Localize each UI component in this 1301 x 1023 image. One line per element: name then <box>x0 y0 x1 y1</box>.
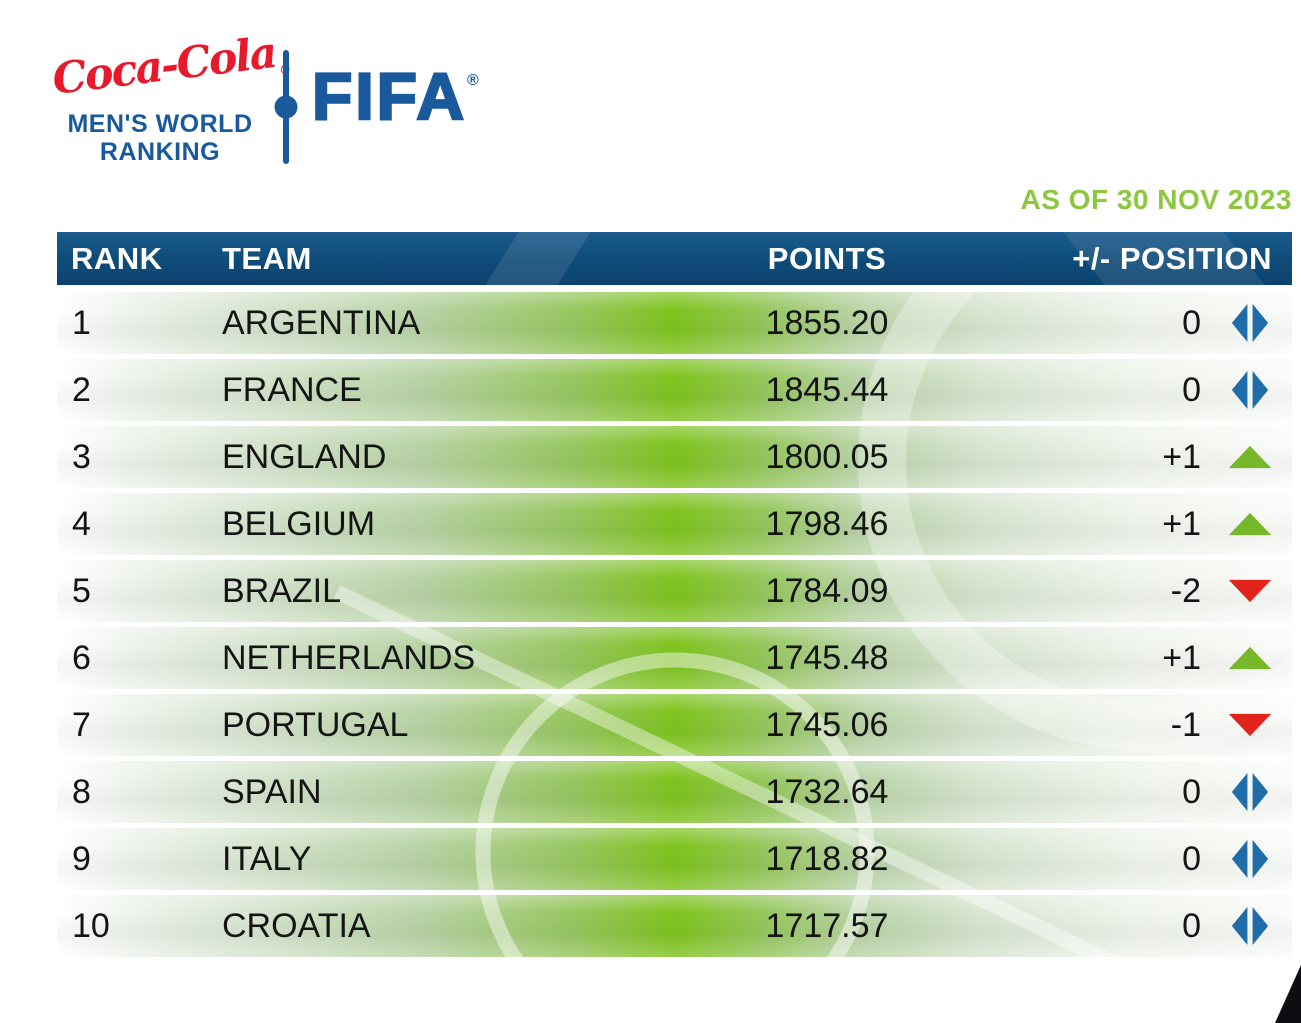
table-row: 7 PORTUGAL 1745.06 -1 <box>57 694 1292 756</box>
rank-value: 3 <box>72 438 91 476</box>
no-change-icon <box>1207 368 1292 412</box>
table-header: RANK TEAM POINTS +/- POSITION <box>57 232 1292 285</box>
team-name: CROATIA <box>222 907 371 945</box>
rank-value: 1 <box>72 304 91 342</box>
no-change-icon <box>1207 837 1292 881</box>
rank-up-icon <box>1207 445 1292 469</box>
points-value: 1855.20 <box>765 304 889 342</box>
table-row: 1 ARGENTINA 1855.20 0 <box>57 292 1292 354</box>
points-value: 1798.46 <box>765 505 889 543</box>
table-body: 1 ARGENTINA 1855.20 0 2 FRANCE 1845.44 0 3 ENGLAN… <box>57 292 1292 1017</box>
points-value: 1784.09 <box>765 572 889 610</box>
ranking-table: RANK TEAM POINTS +/- POSITION 1 ARGENTINA… <box>57 232 1292 1017</box>
table-row: 4 BELGIUM 1798.46 +1 <box>57 493 1292 555</box>
corner-decoration <box>1275 965 1301 1023</box>
points-value: 1745.06 <box>765 706 889 744</box>
ranking-subtitle: MEN'S WORLD RANKING <box>52 110 268 166</box>
table-row: 2 FRANCE 1845.44 0 <box>57 359 1292 421</box>
team-name: ENGLAND <box>222 438 387 476</box>
position-change-value: -2 <box>1170 572 1201 610</box>
position-change-value: 0 <box>1182 907 1201 945</box>
registered-mark: ® <box>467 72 479 89</box>
points-value: 1800.05 <box>765 438 889 476</box>
team-name: BELGIUM <box>222 505 376 543</box>
position-change-value: 0 <box>1182 840 1201 878</box>
rank-value: 6 <box>72 639 91 677</box>
logo-divider-icon <box>274 50 298 164</box>
subtitle-line-1: MEN'S WORLD <box>67 110 253 138</box>
coca-cola-logo: Coca-Cola® <box>50 28 292 105</box>
team-name: PORTUGAL <box>222 706 409 744</box>
subtitle-line-2: RANKING <box>99 138 221 166</box>
fifa-wordmark: FIFA <box>311 58 467 135</box>
team-name: ITALY <box>222 840 312 878</box>
rank-value: 7 <box>72 706 91 744</box>
points-value: 1732.64 <box>765 773 889 811</box>
table-row: 9 ITALY 1718.82 0 <box>57 828 1292 890</box>
position-change-value: 0 <box>1182 304 1201 342</box>
table-row: 10 CROATIA 1717.57 0 <box>57 895 1292 957</box>
table-row: 5 BRAZIL 1784.09 -2 <box>57 560 1292 622</box>
rank-value: 8 <box>72 773 91 811</box>
header-position: +/- POSITION <box>1072 240 1272 276</box>
points-value: 1717.57 <box>765 907 889 945</box>
rank-up-icon <box>1207 512 1292 536</box>
team-name: NETHERLANDS <box>222 639 476 677</box>
points-value: 1718.82 <box>765 840 889 878</box>
position-change-value: 0 <box>1182 773 1201 811</box>
header-team: TEAM <box>222 240 312 276</box>
rank-down-icon <box>1207 579 1292 603</box>
divider-dot-icon <box>274 95 298 119</box>
position-change-value: 0 <box>1182 371 1201 409</box>
rank-up-icon <box>1207 646 1292 670</box>
fifa-logo: FIFA® <box>311 58 479 135</box>
table-row: 3 ENGLAND 1800.05 +1 <box>57 426 1292 488</box>
rank-value: 2 <box>72 371 91 409</box>
header-rank: RANK <box>71 240 163 276</box>
position-change-value: -1 <box>1170 706 1201 744</box>
team-name: FRANCE <box>222 371 362 409</box>
team-name: ARGENTINA <box>222 304 421 342</box>
header-points: POINTS <box>767 240 887 276</box>
rank-down-icon <box>1207 713 1292 737</box>
team-name: SPAIN <box>222 773 322 811</box>
rank-value: 9 <box>72 840 91 878</box>
rank-value: 4 <box>72 505 91 543</box>
table-row: 8 SPAIN 1732.64 0 <box>57 761 1292 823</box>
as-of-date: AS OF 30 NOV 2023 <box>1020 184 1292 215</box>
no-change-icon <box>1207 904 1292 948</box>
position-change-value: +1 <box>1162 639 1201 677</box>
position-change-value: +1 <box>1162 505 1201 543</box>
team-name: BRAZIL <box>222 572 342 610</box>
no-change-icon <box>1207 770 1292 814</box>
rank-value: 5 <box>72 572 91 610</box>
points-value: 1845.44 <box>765 371 889 409</box>
no-change-icon <box>1207 301 1292 345</box>
table-row: 6 NETHERLANDS 1745.48 +1 <box>57 627 1292 689</box>
position-change-value: +1 <box>1162 438 1201 476</box>
coca-cola-wordmark: Coca-Cola <box>49 28 279 105</box>
points-value: 1745.48 <box>765 639 889 677</box>
rank-value: 10 <box>72 907 110 945</box>
